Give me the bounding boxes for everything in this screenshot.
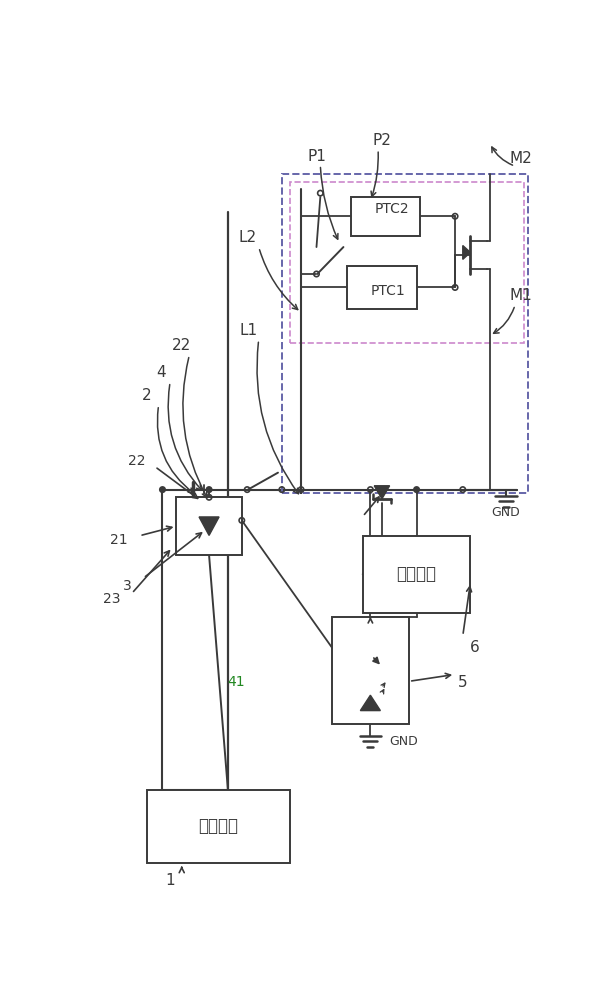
Text: 22: 22 — [128, 454, 146, 468]
Text: 23: 23 — [102, 592, 120, 606]
Circle shape — [206, 487, 212, 492]
Bar — [332, 617, 409, 724]
Text: 延时电路: 延时电路 — [396, 565, 437, 583]
Text: PTC2: PTC2 — [375, 202, 409, 216]
Bar — [290, 182, 525, 343]
Bar — [363, 536, 470, 613]
Bar — [351, 197, 420, 235]
Bar — [176, 497, 242, 555]
Text: 21: 21 — [110, 533, 128, 547]
Text: L1: L1 — [240, 323, 258, 338]
Polygon shape — [374, 486, 390, 499]
Circle shape — [379, 487, 385, 492]
Circle shape — [414, 487, 419, 492]
Text: M2: M2 — [509, 151, 532, 166]
Text: M1: M1 — [509, 288, 532, 303]
Bar — [282, 174, 528, 493]
Text: PTC1: PTC1 — [371, 284, 406, 298]
Text: 控制电路: 控制电路 — [198, 817, 239, 835]
Text: P2: P2 — [373, 133, 392, 148]
Text: 5: 5 — [458, 675, 468, 690]
Polygon shape — [199, 517, 219, 535]
Text: P1: P1 — [307, 149, 326, 164]
Text: GND: GND — [492, 506, 520, 519]
Polygon shape — [463, 246, 470, 259]
Bar — [347, 266, 417, 309]
Bar — [147, 790, 290, 863]
Polygon shape — [361, 695, 381, 711]
Text: 22: 22 — [172, 338, 192, 353]
Text: 1: 1 — [165, 873, 175, 888]
Text: 6: 6 — [470, 640, 479, 655]
Text: 2: 2 — [142, 388, 152, 403]
Circle shape — [160, 487, 165, 492]
Text: GND: GND — [389, 735, 418, 748]
Text: 41: 41 — [227, 675, 245, 689]
Text: L2: L2 — [238, 230, 256, 245]
Text: 4: 4 — [156, 365, 166, 380]
Text: 3: 3 — [123, 579, 132, 593]
